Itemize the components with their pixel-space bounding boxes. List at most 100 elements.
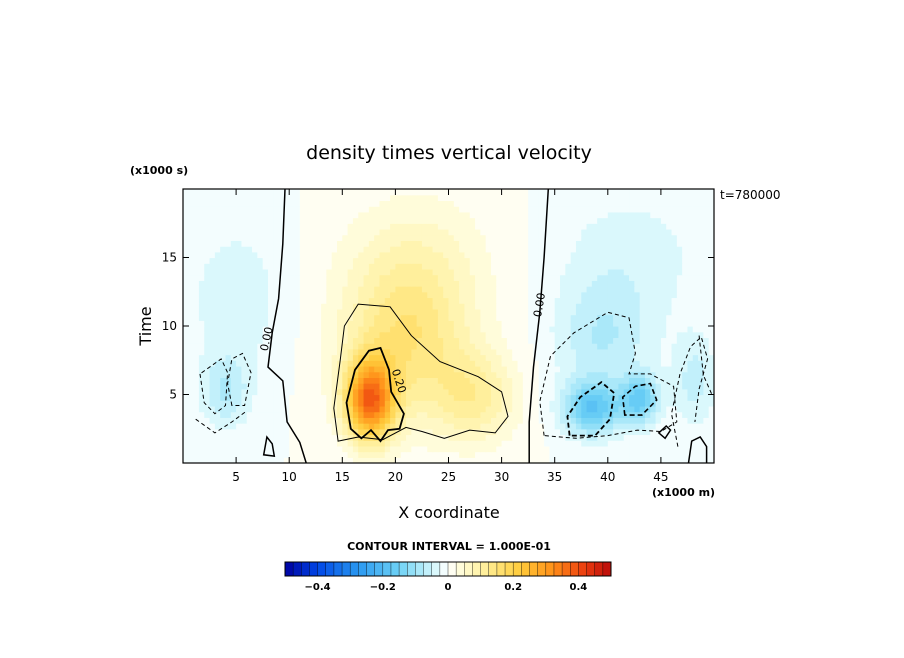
heatmap-cell bbox=[310, 326, 317, 333]
heatmap-cell bbox=[358, 377, 365, 384]
heatmap-cell bbox=[501, 257, 508, 264]
heatmap-cell bbox=[485, 234, 492, 241]
heatmap-cell bbox=[613, 371, 620, 378]
heatmap-cell bbox=[469, 314, 476, 321]
heatmap-cell bbox=[538, 428, 545, 436]
heatmap-cell bbox=[565, 257, 572, 264]
heatmap-cell bbox=[698, 251, 704, 259]
heatmap-cell bbox=[459, 297, 466, 304]
heatmap-cell bbox=[193, 240, 200, 247]
heatmap-cell bbox=[459, 337, 466, 344]
heatmap-cell bbox=[326, 268, 333, 276]
heatmap-cell bbox=[273, 234, 280, 241]
heatmap-cell bbox=[379, 445, 386, 453]
heatmap-cell bbox=[193, 211, 200, 219]
heatmap-cell bbox=[602, 417, 609, 424]
heatmap-cell bbox=[305, 405, 312, 413]
heatmap-cell bbox=[278, 268, 285, 276]
heatmap-cell bbox=[528, 286, 535, 293]
heatmap-cell bbox=[336, 246, 343, 253]
heatmap-cell bbox=[283, 263, 290, 270]
heatmap-cell bbox=[220, 206, 227, 213]
heatmap-cell bbox=[416, 234, 423, 241]
heatmap-cell bbox=[554, 320, 561, 327]
heatmap-cell bbox=[708, 286, 714, 293]
heatmap-cell bbox=[193, 246, 200, 253]
heatmap-cell bbox=[517, 394, 524, 401]
heatmap-cell bbox=[427, 246, 434, 253]
heatmap-cell bbox=[352, 337, 359, 344]
heatmap-cell bbox=[666, 200, 673, 207]
heatmap-cell bbox=[390, 189, 396, 196]
heatmap-cell bbox=[666, 308, 673, 316]
heatmap-cell bbox=[676, 423, 683, 430]
heatmap-cell bbox=[315, 280, 322, 287]
heatmap-cell bbox=[506, 377, 513, 384]
heatmap-cell bbox=[560, 365, 566, 373]
heatmap-cell bbox=[544, 411, 550, 418]
heatmap-cell bbox=[395, 417, 402, 424]
heatmap-cell bbox=[363, 206, 370, 213]
heatmap-cell bbox=[236, 411, 243, 418]
heatmap-cell bbox=[485, 337, 492, 344]
heatmap-cell bbox=[575, 240, 582, 247]
heatmap-cell bbox=[374, 211, 381, 219]
heatmap-cell bbox=[618, 206, 625, 213]
heatmap-cell bbox=[384, 377, 391, 384]
heatmap-cell bbox=[639, 286, 646, 293]
heatmap-cell bbox=[204, 388, 211, 396]
heatmap-cell bbox=[533, 440, 540, 447]
heatmap-cell bbox=[368, 308, 375, 316]
heatmap-cell bbox=[629, 348, 635, 356]
heatmap-cell bbox=[485, 286, 492, 293]
heatmap-cell bbox=[225, 377, 232, 384]
heatmap-cell bbox=[241, 286, 248, 293]
heatmap-cell bbox=[283, 286, 290, 293]
heatmap-cell bbox=[262, 194, 269, 202]
heatmap-cell bbox=[602, 240, 609, 247]
heatmap-cell bbox=[692, 280, 699, 287]
heatmap-cell bbox=[560, 383, 566, 390]
heatmap-cell bbox=[305, 354, 312, 361]
heatmap-cell bbox=[188, 251, 195, 259]
heatmap-cell bbox=[597, 194, 604, 202]
heatmap-cell bbox=[650, 286, 657, 293]
heatmap-cell bbox=[591, 251, 598, 259]
heatmap-cell bbox=[570, 423, 577, 430]
heatmap-cell bbox=[644, 343, 651, 350]
heatmap-cell bbox=[437, 405, 444, 413]
heatmap-cell bbox=[299, 194, 306, 202]
heatmap-cell bbox=[400, 251, 407, 259]
heatmap-cell bbox=[336, 405, 343, 413]
heatmap-cell bbox=[703, 257, 710, 264]
heatmap-cell bbox=[644, 434, 651, 441]
heatmap-cell bbox=[480, 388, 487, 396]
heatmap-cell bbox=[496, 440, 503, 447]
heatmap-cell bbox=[411, 445, 418, 453]
heatmap-cell bbox=[204, 240, 211, 247]
heatmap-cell bbox=[358, 274, 365, 281]
heatmap-cell bbox=[522, 400, 529, 407]
heatmap-cell bbox=[416, 354, 423, 361]
heatmap-cell bbox=[544, 423, 550, 430]
heatmap-cell bbox=[209, 291, 216, 299]
heatmap-cell bbox=[554, 211, 561, 219]
heatmap-cell bbox=[214, 189, 221, 196]
heatmap-cell bbox=[443, 417, 450, 424]
heatmap-cell bbox=[591, 388, 598, 396]
heatmap-cell bbox=[453, 257, 460, 264]
heatmap-cell bbox=[448, 194, 455, 202]
heatmap-cell bbox=[411, 400, 418, 407]
heatmap-cell bbox=[666, 206, 673, 213]
heatmap-cell bbox=[586, 394, 593, 401]
heatmap-cell bbox=[294, 343, 301, 350]
heatmap-cell bbox=[283, 331, 290, 339]
heatmap-cell bbox=[395, 457, 402, 463]
heatmap-cell bbox=[708, 223, 714, 230]
heatmap-cell bbox=[623, 223, 630, 230]
heatmap-cell bbox=[660, 303, 667, 310]
heatmap-cell bbox=[336, 257, 343, 264]
heatmap-cell bbox=[650, 354, 657, 361]
heatmap-cell bbox=[262, 428, 269, 436]
heatmap-cell bbox=[432, 268, 439, 276]
